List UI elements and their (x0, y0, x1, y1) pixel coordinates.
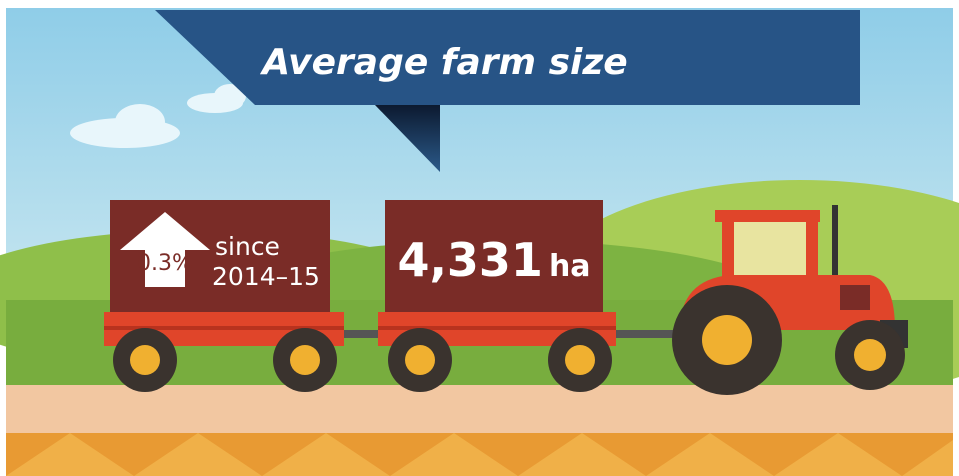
stat-unit: ha (549, 249, 591, 284)
road (6, 385, 953, 433)
ground (6, 433, 953, 476)
clouds (70, 84, 246, 148)
banner (155, 10, 860, 105)
change-value: 0.3% (137, 251, 193, 276)
banner-pointer (375, 105, 440, 172)
up-arrow (120, 212, 210, 287)
change-line: 2014–15 (212, 262, 320, 291)
stat: 4,331 ha (397, 233, 590, 287)
title: Average farm size (259, 42, 627, 83)
stat-value: 4,331 (397, 233, 543, 287)
change-line: since (215, 232, 280, 261)
wheels (113, 285, 905, 395)
